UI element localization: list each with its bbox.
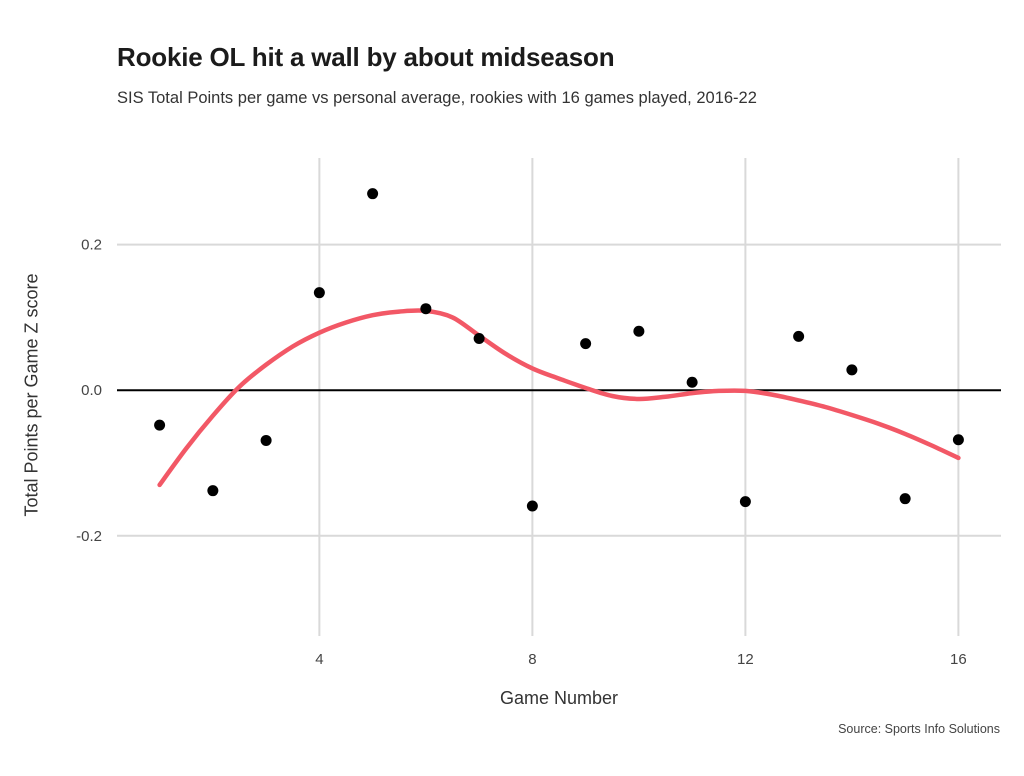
data-point-game-8 (526, 500, 538, 512)
x-tick-label-12: 12 (737, 651, 754, 668)
data-point-game-11 (686, 376, 698, 388)
trend-line (157, 308, 961, 488)
data-point-game-2 (207, 485, 219, 497)
y-tick-label-2: -0.2 (76, 528, 102, 545)
data-point-game-4 (313, 287, 325, 299)
y-tick-label-0: 0.2 (81, 237, 102, 254)
data-point-game-1 (154, 419, 166, 431)
data-point-game-9 (580, 338, 592, 350)
chart-title: Rookie OL hit a wall by about midseason (117, 42, 615, 72)
y-tick-label-1: 0.0 (81, 382, 102, 399)
trend-curve-layer (157, 308, 961, 488)
data-point-game-3 (260, 434, 272, 446)
x-axis-label: Game Number (499, 688, 619, 708)
grid-lines (117, 158, 1001, 636)
data-point-game-16 (952, 434, 964, 446)
data-point-game-14 (846, 364, 858, 376)
data-point-game-7 (473, 333, 485, 345)
data-point-game-10 (633, 325, 645, 337)
data-point-game-15 (899, 493, 911, 505)
y-axis-label: Total Points per Game Z score (21, 273, 42, 517)
data-point-game-12 (739, 496, 751, 508)
data-point-game-13 (793, 330, 805, 342)
source-note: Source: Sports Info Solutions (838, 722, 1000, 736)
tick-labels: 4 8 12 16 0.2 0.0 -0.2 (76, 237, 967, 668)
x-tick-label-4: 4 (315, 651, 323, 668)
data-point-game-5 (367, 188, 379, 200)
data-point-game-6 (420, 303, 432, 315)
x-tick-label-8: 8 (528, 651, 536, 668)
chart-subtitle: SIS Total Points per game vs personal av… (117, 89, 757, 107)
data-points (154, 188, 964, 512)
x-tick-label-16: 16 (950, 651, 967, 668)
